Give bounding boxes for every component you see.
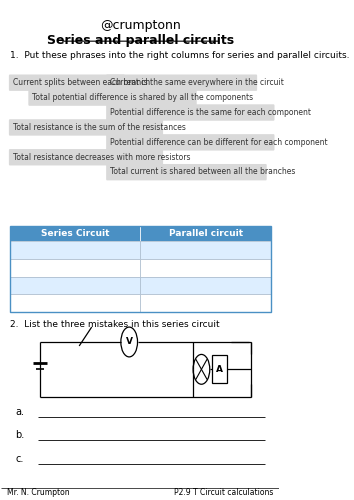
Bar [10, 259, 140, 276]
FancyBboxPatch shape [106, 104, 274, 120]
Bar [212, 356, 227, 384]
Bar [10, 276, 140, 294]
FancyBboxPatch shape [106, 164, 267, 180]
Text: Current is the same everywhere in the circuit: Current is the same everywhere in the ci… [110, 78, 284, 87]
FancyBboxPatch shape [106, 134, 274, 150]
Text: a.: a. [15, 406, 24, 416]
Text: Mr. N. Crumpton: Mr. N. Crumpton [7, 488, 70, 497]
Circle shape [121, 327, 138, 357]
Text: Current splits between each branch: Current splits between each branch [12, 78, 150, 87]
Text: Parallel circuit: Parallel circuit [169, 229, 242, 238]
FancyBboxPatch shape [106, 74, 257, 91]
Text: Total current is shared between all the branches: Total current is shared between all the … [110, 168, 295, 176]
Text: Potential difference is the same for each component: Potential difference is the same for eac… [110, 108, 311, 117]
Text: Series and parallel circuits: Series and parallel circuits [47, 34, 234, 46]
Bar [140, 276, 271, 294]
Bar [10, 226, 140, 241]
Text: b.: b. [15, 430, 24, 440]
FancyBboxPatch shape [9, 74, 125, 91]
Bar [140, 259, 271, 276]
Text: Total resistance is the sum of the resistances: Total resistance is the sum of the resis… [12, 122, 185, 132]
Bar [140, 294, 271, 312]
Text: 2.  List the three mistakes in this series circuit: 2. List the three mistakes in this serie… [10, 320, 219, 328]
Text: P2.9 T Circuit calculations: P2.9 T Circuit calculations [174, 488, 274, 497]
Text: Series Circuit: Series Circuit [41, 229, 109, 238]
Text: Potential difference can be different for each component: Potential difference can be different fo… [110, 138, 327, 146]
FancyBboxPatch shape [9, 119, 163, 136]
Text: A: A [216, 365, 223, 374]
Text: Total resistance decreases with more resistors: Total resistance decreases with more res… [12, 152, 190, 162]
Bar [10, 241, 140, 259]
Bar [10, 226, 271, 312]
Bar [140, 226, 271, 241]
Text: 1.  Put these phrases into the right columns for series and parallel circuits.: 1. Put these phrases into the right colu… [10, 51, 349, 60]
Text: @crumptonn: @crumptonn [100, 19, 181, 32]
FancyBboxPatch shape [28, 90, 197, 106]
Text: Total potential difference is shared by all the components: Total potential difference is shared by … [32, 93, 253, 102]
Bar [10, 294, 140, 312]
Bar [140, 241, 271, 259]
Text: V: V [126, 338, 133, 346]
Text: c.: c. [15, 454, 24, 464]
Circle shape [193, 354, 210, 384]
FancyBboxPatch shape [9, 149, 163, 166]
